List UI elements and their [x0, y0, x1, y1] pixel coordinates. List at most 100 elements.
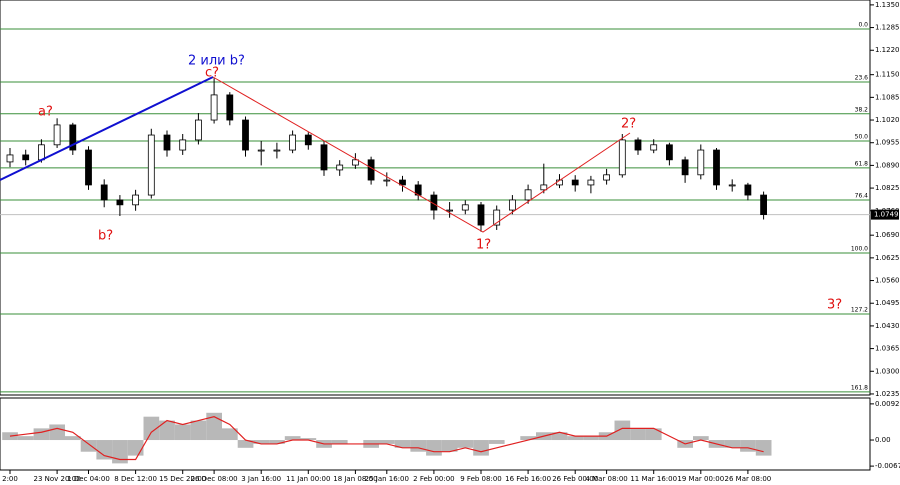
candle-body — [650, 144, 658, 151]
y-tick-label: 1.0430 — [875, 322, 900, 330]
candle-body — [226, 94, 234, 121]
candle-body — [273, 149, 281, 152]
histogram-bar — [159, 420, 175, 441]
y-tick-label: 1.0690 — [875, 231, 900, 239]
x-tick-label: 11 Mar 16:00 — [630, 475, 677, 483]
x-tick-label: 3 Jan 16:00 — [241, 475, 281, 483]
x-tick-label: 23 Nov 20:00 — [33, 475, 80, 483]
histogram-bar — [630, 428, 646, 441]
x-tick-label: 19 Mar 00:00 — [677, 475, 724, 483]
fib-label: 100.0 — [851, 245, 868, 252]
candle-body — [367, 159, 375, 181]
y-tick-label: 1.0365 — [875, 345, 900, 353]
candle-body — [587, 179, 595, 186]
candle-body — [116, 199, 124, 206]
candle-body — [53, 124, 61, 146]
candle-body — [194, 119, 202, 141]
wave-label: 1? — [476, 238, 491, 253]
candle-body — [744, 184, 752, 196]
x-tick-label: 26 Dec 08:00 — [191, 475, 238, 483]
candle-body — [210, 94, 218, 121]
histogram-bar — [488, 440, 505, 444]
candle-body — [147, 134, 155, 196]
candle-body — [634, 139, 642, 151]
x-tick-label: 11 Jan 00:00 — [286, 475, 330, 483]
y-tick-label: 1.0560 — [875, 277, 900, 285]
x-tick-label: 26 Mar 08:00 — [725, 475, 772, 483]
histogram-bar — [614, 420, 631, 441]
histogram-bar — [410, 440, 427, 452]
candle-body — [477, 204, 485, 226]
wave-line — [212, 76, 631, 233]
x-tick-label: 15 Dec 20:00 — [159, 475, 206, 483]
candle-body — [697, 149, 705, 176]
histogram-bar — [457, 440, 474, 448]
candle-body — [304, 134, 312, 146]
histogram-bar — [724, 440, 741, 448]
histogram-bar — [693, 436, 709, 441]
fib-label: 127.2 — [851, 307, 868, 314]
y-tick-label: 1.1150 — [875, 71, 900, 79]
histogram-bar — [331, 440, 348, 444]
histogram-bar — [143, 416, 160, 441]
x-tick-label: 4 Mar 08:00 — [585, 475, 627, 483]
candle-body — [179, 139, 187, 151]
x-tick-label: 9 Feb 08:00 — [460, 475, 501, 483]
y-tick-label: 0.00 — [875, 436, 891, 444]
histogram-bar — [300, 438, 317, 441]
fib-label: 161.8 — [851, 384, 868, 391]
signal-line — [9, 416, 764, 461]
histogram-bar — [49, 424, 65, 441]
wave-line — [0, 76, 214, 181]
histogram-bar — [96, 440, 113, 460]
candle-body — [493, 209, 501, 226]
candle-body — [760, 194, 767, 215]
candle-body — [163, 134, 171, 151]
candle-body — [289, 134, 297, 151]
histogram-bar — [645, 428, 662, 441]
fib-label: 61.8 — [855, 160, 869, 167]
histogram-bar — [253, 440, 270, 444]
histogram-bar — [269, 440, 285, 444]
histogram-bar — [394, 440, 411, 448]
histogram-bar — [379, 440, 395, 444]
current-price-label: 1.0749 — [874, 211, 899, 219]
histogram-bar — [520, 436, 536, 441]
x-tick-label: 2:00 — [2, 475, 18, 483]
current-price-box — [871, 209, 899, 220]
x-tick-label: 1 Dec 04:00 — [67, 475, 110, 483]
histogram-bar — [755, 440, 772, 456]
x-tick-label: 26 Feb 00:00 — [552, 475, 598, 483]
y-tick-label: 1.0300 — [875, 367, 900, 375]
histogram-bar — [237, 440, 254, 448]
candle-body — [618, 139, 626, 176]
wave-label: b? — [98, 229, 113, 244]
candle-body — [69, 124, 77, 151]
y-tick-label: 1.0235 — [875, 390, 900, 398]
wave-label: a? — [38, 105, 53, 120]
candle-body — [603, 174, 610, 181]
candle-body — [571, 179, 579, 186]
candle-body — [242, 119, 249, 151]
histogram-bar — [33, 428, 50, 441]
y-tick-label: 1.0625 — [875, 254, 900, 262]
fib-label: 23.6 — [855, 75, 869, 82]
candle-body — [85, 149, 92, 186]
wave-label: 2 или b? — [188, 54, 245, 69]
candle-body — [524, 189, 532, 201]
candle-body — [320, 144, 328, 171]
fib-label: 38.2 — [855, 106, 869, 113]
candle-body — [540, 184, 548, 191]
fib-label: 0.0 — [858, 21, 868, 28]
candle-body — [132, 194, 140, 206]
y-tick-label: 1.1350 — [875, 1, 900, 9]
histogram-bar — [740, 440, 756, 452]
candle-body — [6, 154, 14, 163]
candle-body — [728, 184, 736, 187]
x-tick-label: 16 Feb 16:00 — [505, 475, 551, 483]
candle-body — [399, 179, 406, 186]
histogram-bar — [441, 440, 458, 452]
histogram-bar — [127, 440, 144, 456]
candle-body — [681, 159, 689, 176]
